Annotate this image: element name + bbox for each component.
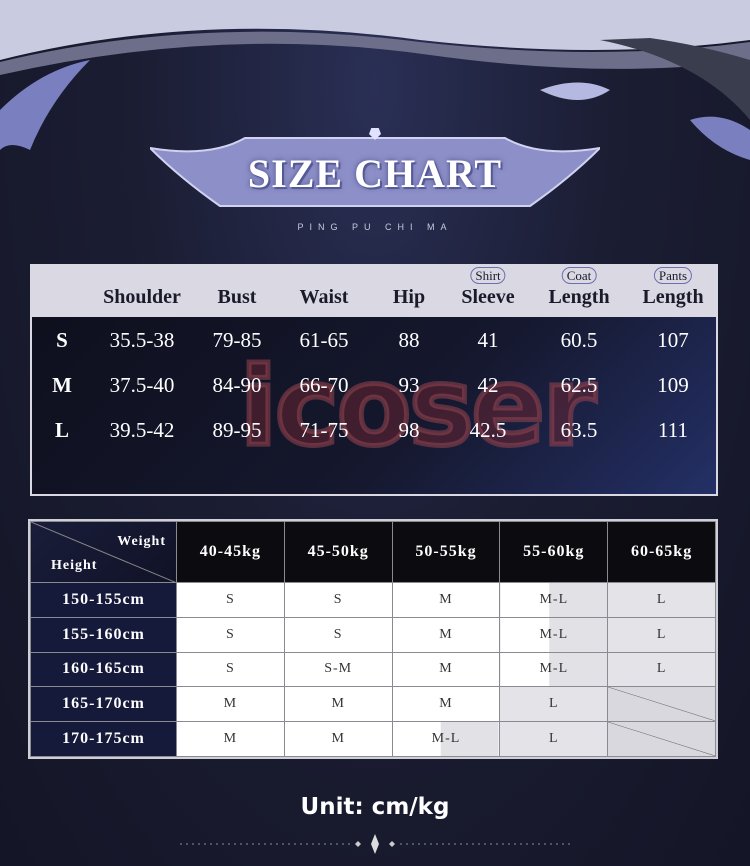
table-row: 160-165cm S S-M M M-L L — [30, 651, 716, 688]
height-range: 155-160cm — [30, 616, 177, 653]
column-header-qualifier: Coat — [561, 267, 597, 284]
column-header: Length — [548, 286, 610, 308]
weight-header: 55-60kg — [499, 521, 609, 583]
size-label: M — [52, 373, 72, 397]
height-range: 150-155cm — [30, 582, 177, 618]
height-range: 170-175cm — [30, 721, 177, 757]
unit-label: Unit: cm/kg — [300, 794, 450, 820]
recommended-size: M — [283, 686, 393, 723]
brand-subtitle: PING PU CHI MA — [297, 222, 453, 232]
recommended-size: M — [283, 721, 393, 757]
measurement-value: 61-65 — [299, 328, 349, 352]
size-label: L — [54, 418, 70, 442]
recommended-size: M — [391, 616, 501, 653]
measurement-value: 60.5 — [560, 328, 598, 352]
weight-label: Weight — [117, 534, 166, 549]
column-header: Sleeve — [461, 286, 515, 308]
recommended-size: L — [499, 686, 609, 723]
title-banner — [150, 128, 600, 207]
table-row: 150-155cm S S M M-L L — [30, 582, 716, 618]
recommended-size: S — [176, 616, 285, 653]
recommended-size: M-L — [391, 721, 501, 757]
recommended-size: M — [391, 651, 501, 688]
recommended-size: M-L — [499, 616, 609, 653]
measurement-value: 107 — [657, 328, 689, 352]
measurement-value: 42 — [477, 373, 499, 397]
recommended-size: M-L — [499, 582, 609, 618]
empty-cell — [607, 686, 716, 723]
measurement-value: 79-85 — [212, 328, 262, 352]
measurement-value: 62.5 — [560, 373, 598, 397]
recommended-size: L — [607, 582, 716, 618]
measurement-table: icoser Shoulder Bust Waist Hip Shirt Sleeve Co… — [30, 264, 718, 496]
size-recommendation-table: Weight Height 40-45kg 45-50kg 50-55kg 55… — [28, 519, 718, 759]
measurement-value: 84-90 — [212, 373, 262, 397]
decorative-wing-artwork — [0, 0, 750, 160]
empty-cell — [607, 721, 716, 757]
measurement-value: 98 — [398, 418, 420, 442]
measurement-value: 71-75 — [299, 418, 349, 442]
column-header: Length — [642, 286, 704, 308]
recommended-size: S — [283, 582, 393, 618]
recommended-size: L — [607, 616, 716, 653]
column-header: Bust — [217, 286, 257, 308]
measurement-value: 37.5-40 — [109, 373, 175, 397]
height-range: 165-170cm — [30, 686, 177, 723]
measurement-value: 41 — [477, 328, 499, 352]
measurement-value: 93 — [398, 373, 420, 397]
measurement-value: 39.5-42 — [109, 418, 175, 442]
weight-header: 40-45kg — [176, 521, 285, 583]
table-row: 170-175cm M M M-L L — [30, 721, 716, 757]
column-header: Hip — [392, 286, 426, 308]
recommended-size: M — [391, 582, 501, 618]
recommended-size: S — [176, 582, 285, 618]
measurement-value: 35.5-38 — [109, 328, 175, 352]
weight-header: 60-65kg — [607, 521, 716, 583]
measurement-value: 88 — [398, 328, 420, 352]
watermark-logo: icoser — [237, 345, 598, 470]
recommended-size: S-M — [283, 651, 393, 688]
height-label: Height — [51, 558, 98, 573]
weight-header: 45-50kg — [283, 521, 393, 583]
column-header: Shoulder — [103, 286, 181, 308]
table-row: 155-160cm S S M M-L L — [30, 616, 716, 653]
size-label: S — [56, 328, 68, 352]
measurement-value: 89-95 — [212, 418, 262, 442]
recommended-size: S — [283, 616, 393, 653]
measurement-value: 111 — [658, 418, 688, 442]
height-range: 160-165cm — [30, 651, 177, 688]
recommended-size: M — [176, 721, 285, 757]
column-header-qualifier: Shirt — [470, 267, 506, 284]
measurement-value: 66-70 — [299, 373, 349, 397]
measurement-header — [32, 266, 716, 317]
recommended-size: L — [499, 721, 609, 757]
weight-header: 50-55kg — [391, 521, 501, 583]
measurement-value: 63.5 — [560, 418, 598, 442]
measurement-value: 42.5 — [469, 418, 507, 442]
recommended-size: M — [391, 686, 501, 723]
column-header-qualifier: Pants — [653, 267, 693, 284]
column-header: Waist — [299, 286, 349, 308]
decorative-divider — [180, 834, 570, 854]
recommended-size: M-L — [499, 651, 609, 688]
recommended-size: M — [176, 686, 285, 723]
recommended-size: L — [607, 651, 716, 688]
page-title: SIZE CHART — [247, 151, 503, 196]
table-row: 165-170cm M M M L — [30, 686, 716, 723]
corner-header: Weight Height — [30, 521, 177, 583]
recommended-size: S — [176, 651, 285, 688]
measurement-value: 109 — [657, 373, 689, 397]
